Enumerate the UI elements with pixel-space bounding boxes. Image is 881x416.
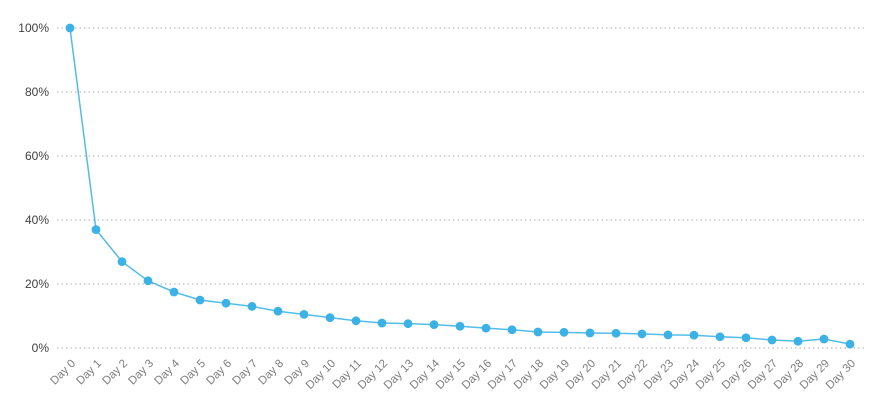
data-point-day-7[interactable] (247, 302, 257, 311)
data-point-day-27[interactable] (767, 335, 777, 345)
data-point-day-26[interactable] (741, 333, 751, 343)
data-point-day-3[interactable] (143, 276, 153, 286)
x-axis-tick-label: Day 3 (126, 358, 156, 388)
data-point-day-2[interactable] (117, 257, 127, 266)
y-axis-tick-label: 40% (25, 213, 49, 227)
data-point-day-16[interactable] (481, 323, 491, 333)
data-point-day-18[interactable] (533, 327, 543, 337)
data-point-day-20[interactable] (585, 328, 595, 338)
x-axis-tick-label: Day 7 (230, 358, 260, 388)
data-point-day-25[interactable] (715, 332, 725, 342)
x-axis-tick-label: Day 0 (48, 358, 78, 388)
x-axis-tick-label: Day 5 (178, 358, 208, 388)
data-point-day-14[interactable] (429, 320, 439, 330)
data-point-day-5[interactable] (195, 295, 205, 305)
x-axis-tick-label: Day 1 (74, 358, 104, 388)
data-point-day-12[interactable] (377, 318, 387, 328)
x-axis-tick-label: Day 4 (152, 357, 182, 387)
retention-line (69, 27, 851, 345)
data-point-day-0[interactable] (65, 23, 75, 33)
y-axis-tick-label: 60% (25, 149, 49, 163)
x-axis-tick-label: Day 10 (304, 358, 338, 392)
data-point-day-1[interactable] (91, 225, 101, 235)
data-point-day-11[interactable] (351, 316, 361, 326)
data-point-day-10[interactable] (325, 313, 335, 322)
data-point-day-28[interactable] (793, 336, 803, 346)
x-axis-tick-label: Day 6 (204, 358, 234, 388)
data-point-day-19[interactable] (559, 327, 569, 337)
x-axis-tick-label: Day 2 (100, 358, 130, 388)
data-point-day-8[interactable] (273, 306, 283, 316)
data-point-day-6[interactable] (221, 298, 231, 308)
data-point-day-9[interactable] (299, 310, 309, 319)
data-point-day-24[interactable] (689, 330, 699, 340)
data-point-day-15[interactable] (455, 321, 465, 331)
data-point-day-22[interactable] (637, 329, 647, 339)
data-point-day-4[interactable] (169, 287, 179, 297)
y-axis-tick-label: 0% (32, 341, 50, 355)
data-point-day-29[interactable] (819, 334, 829, 344)
data-point-day-23[interactable] (663, 330, 673, 340)
data-point-day-17[interactable] (507, 325, 517, 335)
data-point-day-13[interactable] (403, 319, 413, 329)
x-axis-tick-label: Day 8 (256, 358, 286, 388)
x-axis-tick-label: Day 30 (824, 358, 858, 392)
y-axis-tick-label: 100% (18, 21, 49, 35)
data-point-day-30[interactable] (845, 339, 855, 349)
y-axis-tick-label: 20% (25, 277, 49, 291)
y-axis-tick-label: 80% (25, 85, 49, 99)
data-point-day-21[interactable] (611, 328, 621, 338)
